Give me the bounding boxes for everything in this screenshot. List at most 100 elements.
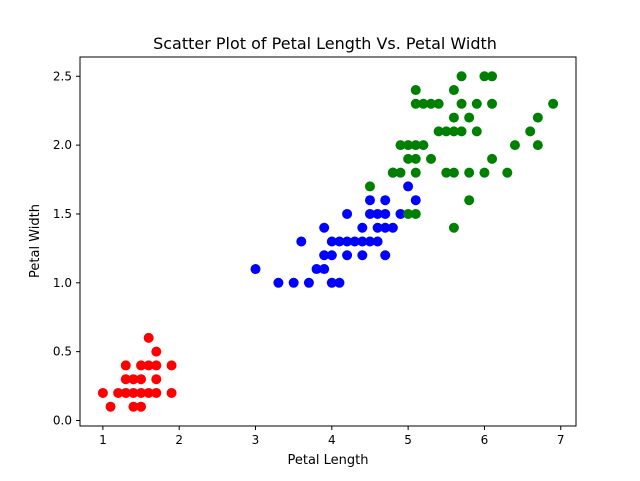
x-tick-label: 3 — [252, 433, 260, 447]
data-point — [456, 71, 467, 82]
data-point — [380, 222, 391, 233]
data-point — [395, 208, 406, 219]
points-layer — [97, 71, 559, 412]
data-point — [288, 277, 299, 288]
data-point — [136, 374, 147, 385]
data-point — [441, 126, 452, 137]
data-point — [342, 236, 353, 247]
data-point — [410, 167, 421, 178]
data-point — [403, 153, 414, 164]
data-point — [410, 153, 421, 164]
data-point — [372, 236, 383, 247]
data-point — [143, 387, 154, 398]
data-point — [357, 222, 368, 233]
data-point — [151, 346, 162, 357]
data-point — [387, 222, 398, 233]
data-point — [471, 126, 482, 137]
data-point — [120, 387, 131, 398]
data-point — [487, 71, 498, 82]
data-point — [303, 277, 314, 288]
y-tick-label: 0.0 — [53, 413, 72, 427]
data-point — [128, 387, 139, 398]
data-point — [418, 140, 429, 151]
data-point — [509, 140, 520, 151]
data-point — [136, 360, 147, 371]
data-point — [548, 98, 559, 109]
x-axis: 1 2 3 4 5 6 7 — [99, 426, 565, 447]
x-axis-label: Petal Length — [287, 453, 368, 468]
data-point — [97, 387, 108, 398]
data-point — [487, 153, 498, 164]
data-point — [326, 236, 337, 247]
data-point — [296, 236, 307, 247]
data-point — [532, 112, 543, 123]
chart-title: Scatter Plot of Petal Length Vs. Petal W… — [153, 34, 497, 53]
data-point — [311, 264, 322, 275]
data-point — [448, 167, 459, 178]
data-point — [487, 98, 498, 109]
data-point — [349, 236, 360, 247]
y-tick-label: 2.5 — [53, 69, 72, 83]
data-point — [372, 208, 383, 219]
data-point — [410, 85, 421, 96]
data-point — [426, 153, 437, 164]
data-point — [464, 195, 475, 206]
data-point — [319, 264, 330, 275]
data-point — [151, 374, 162, 385]
data-point — [166, 387, 177, 398]
data-point — [380, 250, 391, 261]
data-point — [120, 374, 131, 385]
data-point — [403, 140, 414, 151]
data-point — [418, 98, 429, 109]
data-point — [464, 167, 475, 178]
data-point — [342, 208, 353, 219]
data-point — [120, 360, 131, 371]
data-point — [448, 112, 459, 123]
y-tick-label: 1.5 — [53, 207, 72, 221]
data-point — [410, 140, 421, 151]
data-point — [113, 387, 124, 398]
x-tick-label: 1 — [99, 433, 107, 447]
data-point — [471, 98, 482, 109]
x-tick-label: 6 — [481, 433, 489, 447]
data-point — [395, 140, 406, 151]
data-point — [364, 195, 375, 206]
data-point — [319, 250, 330, 261]
data-point — [334, 277, 345, 288]
data-point — [403, 181, 414, 192]
data-point — [380, 195, 391, 206]
y-tick-label: 1.0 — [53, 276, 72, 290]
data-point — [319, 222, 330, 233]
data-point — [151, 387, 162, 398]
data-point — [456, 98, 467, 109]
data-point — [105, 401, 116, 412]
data-point — [403, 208, 414, 219]
data-point — [326, 250, 337, 261]
data-point — [410, 98, 421, 109]
data-point — [128, 374, 139, 385]
data-point — [433, 98, 444, 109]
data-point — [372, 222, 383, 233]
data-point — [326, 277, 337, 288]
data-point — [441, 167, 452, 178]
y-tick-label: 0.5 — [53, 345, 72, 359]
data-point — [456, 126, 467, 137]
data-point — [364, 208, 375, 219]
data-point — [502, 167, 513, 178]
data-point — [166, 360, 177, 371]
data-point — [532, 140, 543, 151]
data-point — [380, 208, 391, 219]
data-point — [334, 236, 345, 247]
data-point — [136, 387, 147, 398]
data-point — [433, 126, 444, 137]
data-point — [410, 195, 421, 206]
data-point — [273, 277, 284, 288]
data-point — [448, 126, 459, 137]
x-tick-label: 5 — [404, 433, 412, 447]
data-point — [448, 222, 459, 233]
data-point — [464, 112, 475, 123]
data-point — [426, 98, 437, 109]
